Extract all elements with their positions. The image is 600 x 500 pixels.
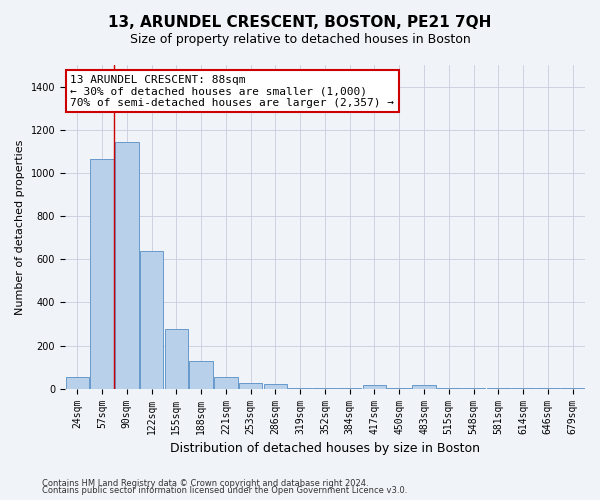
Bar [263, 384, 287, 388]
Bar [90, 159, 114, 388]
Bar [412, 386, 436, 388]
Bar [65, 377, 89, 388]
Text: Size of property relative to detached houses in Boston: Size of property relative to detached ho… [130, 32, 470, 46]
Bar [190, 360, 213, 388]
X-axis label: Distribution of detached houses by size in Boston: Distribution of detached houses by size … [170, 442, 480, 455]
Bar [164, 330, 188, 388]
Bar [363, 386, 386, 388]
Text: Contains HM Land Registry data © Crown copyright and database right 2024.: Contains HM Land Registry data © Crown c… [42, 478, 368, 488]
Bar [115, 142, 139, 388]
Y-axis label: Number of detached properties: Number of detached properties [15, 139, 25, 314]
Text: 13, ARUNDEL CRESCENT, BOSTON, PE21 7QH: 13, ARUNDEL CRESCENT, BOSTON, PE21 7QH [109, 15, 491, 30]
Bar [214, 377, 238, 388]
Text: 13 ARUNDEL CRESCENT: 88sqm
← 30% of detached houses are smaller (1,000)
70% of s: 13 ARUNDEL CRESCENT: 88sqm ← 30% of deta… [70, 74, 394, 108]
Bar [140, 250, 163, 388]
Bar [239, 384, 262, 388]
Text: Contains public sector information licensed under the Open Government Licence v3: Contains public sector information licen… [42, 486, 407, 495]
